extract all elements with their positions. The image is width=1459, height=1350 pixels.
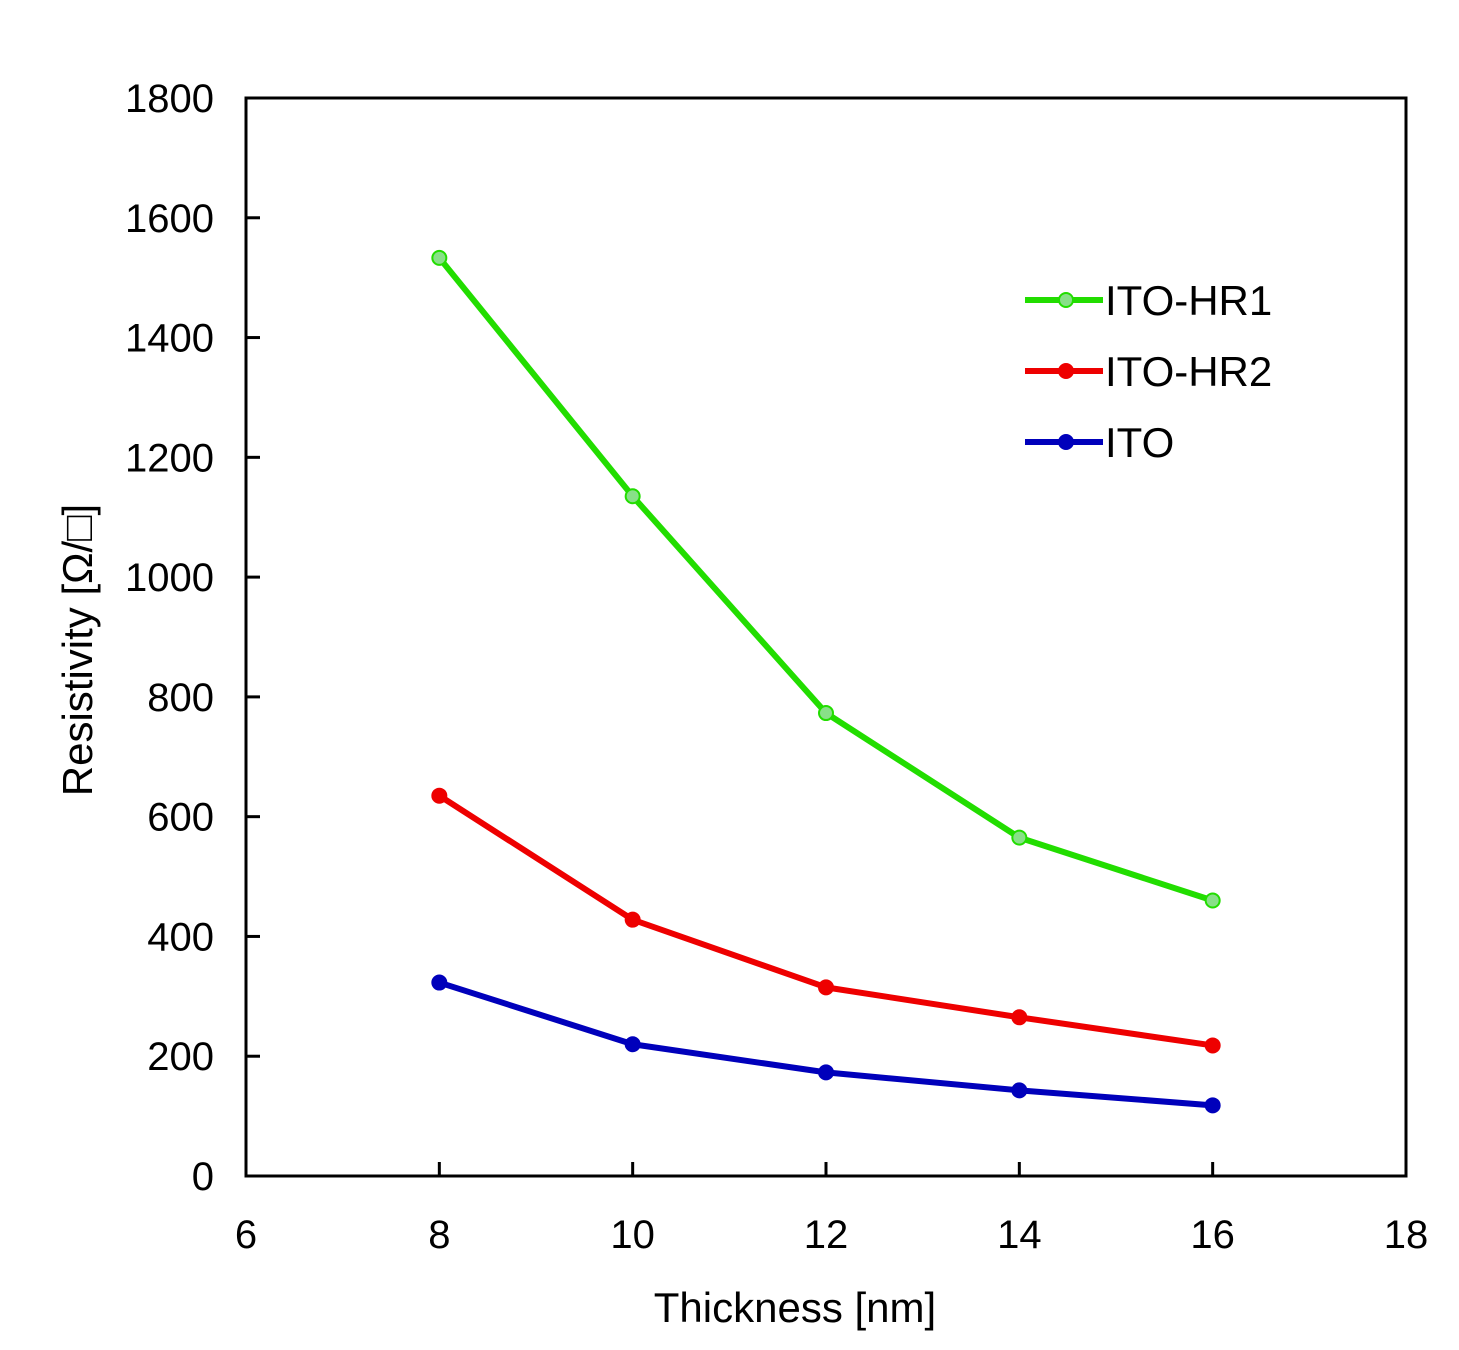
legend-item: ITO-HR1 [1025, 277, 1272, 324]
x-tick-label: 16 [1190, 1213, 1235, 1257]
legend-item: ITO-HR2 [1025, 348, 1272, 395]
x-tick-label: 6 [235, 1213, 257, 1257]
legend-label: ITO-HR1 [1105, 277, 1272, 324]
legend-marker [1058, 434, 1074, 450]
legend: ITO-HR1 ITO-HR2 ITO [1025, 277, 1272, 466]
y-axis-title: Resistivity [Ω/□] [54, 504, 101, 796]
legend-marker [1058, 363, 1074, 379]
x-tick-label: 12 [804, 1213, 849, 1257]
data-point [818, 979, 834, 996]
legend-item: ITO [1025, 419, 1174, 466]
series-line [438, 979, 1213, 1109]
series-layer [431, 249, 1221, 1114]
data-point [431, 249, 448, 266]
data-point [1011, 829, 1028, 846]
x-tick-label: 14 [997, 1213, 1042, 1257]
y-tick-label: 800 [147, 676, 214, 720]
data-point [818, 1064, 834, 1081]
series-line [437, 256, 1214, 904]
data-point [624, 488, 641, 505]
x-tick-label: 18 [1384, 1213, 1429, 1257]
data-point [431, 974, 448, 991]
y-tick-label: 1200 [125, 436, 214, 480]
y-tick-label: 1400 [125, 317, 214, 361]
series-line [437, 793, 1214, 1049]
data-point [1204, 1037, 1221, 1054]
ticks-layer: 0 200 400 600 800 1000 1200 1400 1600 1800 6 8 10 12 1… [125, 77, 1428, 1257]
data-point [431, 787, 448, 804]
y-tick-label: 600 [147, 796, 214, 840]
data-point [818, 705, 834, 722]
legend-marker [1058, 292, 1074, 308]
data-point [1011, 1009, 1028, 1026]
y-tick-label: 1000 [125, 556, 214, 600]
series-ito-hr1 [431, 249, 1221, 909]
legend-label: ITO [1105, 419, 1174, 466]
legend-label: ITO-HR2 [1105, 348, 1272, 395]
data-point [624, 1036, 641, 1053]
y-tick-label: 200 [147, 1035, 214, 1079]
x-axis-title: Thickness [nm] [654, 1284, 936, 1331]
series-ito [431, 974, 1221, 1114]
y-tick-label: 1800 [125, 77, 214, 121]
y-tick-label: 0 [192, 1155, 214, 1199]
data-point [1204, 892, 1221, 909]
x-tick-label: 10 [610, 1213, 655, 1257]
y-tick-label: 1600 [125, 197, 214, 241]
data-point [1204, 1097, 1221, 1114]
data-point [624, 911, 641, 928]
series-ito-hr2 [431, 787, 1221, 1054]
plot-frame [244, 96, 1408, 1178]
x-tick-label: 8 [428, 1213, 450, 1257]
data-point [1011, 1082, 1028, 1099]
y-tick-label: 400 [147, 915, 214, 959]
